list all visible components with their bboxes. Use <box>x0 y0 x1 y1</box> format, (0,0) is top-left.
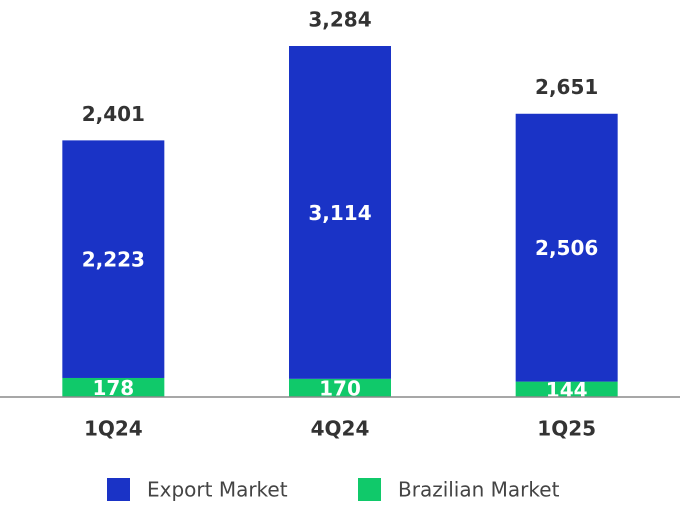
bar-segment <box>62 377 165 397</box>
legend-swatch <box>107 478 130 501</box>
segment-label: 2,223 <box>82 248 145 272</box>
x-tick-label: 4Q24 <box>311 417 370 441</box>
bar-segment <box>289 46 391 379</box>
total-label: 3,284 <box>308 8 371 32</box>
total-label: 2,401 <box>82 102 145 126</box>
legend-label: Export Market <box>147 478 288 502</box>
x-tick-label: 1Q25 <box>537 417 596 441</box>
bar-segment <box>515 381 618 397</box>
bar-segment <box>515 113 618 382</box>
segment-label: 2,506 <box>535 236 598 260</box>
bar-segment <box>289 378 391 397</box>
segment-label: 144 <box>546 378 588 402</box>
legend-label: Brazilian Market <box>398 478 560 502</box>
legend-swatch <box>358 478 381 501</box>
x-tick-label: 1Q24 <box>84 417 143 441</box>
bar-segment <box>62 140 165 378</box>
total-label: 2,651 <box>535 75 598 99</box>
segment-label: 3,114 <box>308 201 371 225</box>
segment-label: 178 <box>92 376 134 400</box>
